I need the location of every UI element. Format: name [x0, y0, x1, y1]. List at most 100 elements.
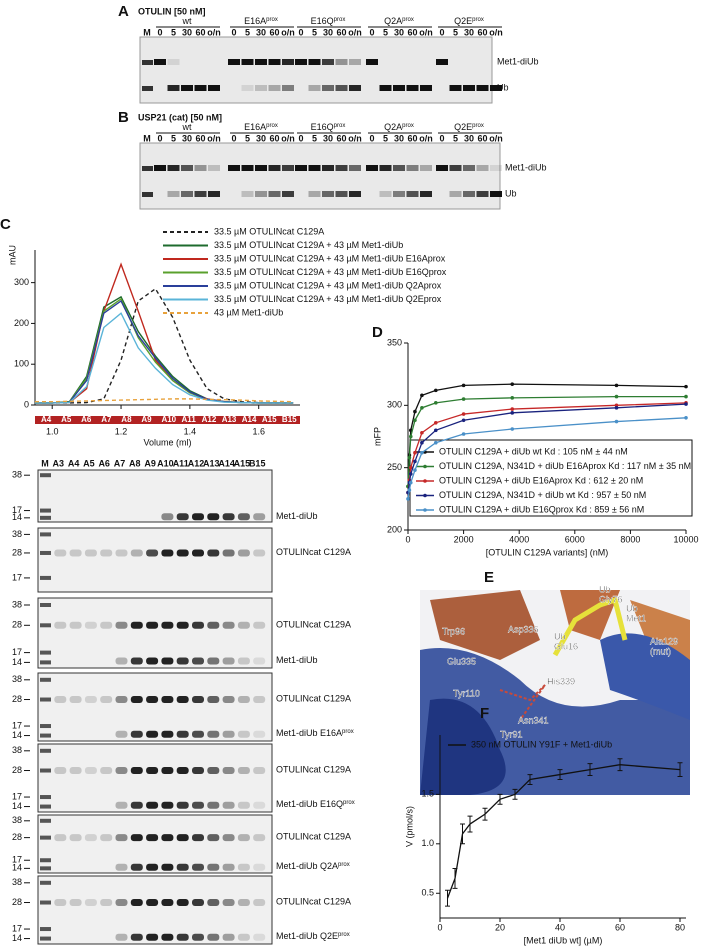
point — [434, 388, 438, 393]
band-label-sup: prox — [342, 729, 354, 735]
point — [420, 440, 424, 445]
band — [69, 621, 82, 629]
fraction-label: A14 — [242, 415, 257, 424]
band — [308, 59, 321, 65]
mw-label: 14 — [12, 933, 22, 943]
band — [207, 621, 220, 629]
x-tick-label: 20 — [495, 922, 505, 932]
y-tick-label: 0 — [24, 399, 29, 409]
gel — [37, 875, 273, 945]
marker-band — [40, 660, 51, 665]
x-tick-label: 40 — [555, 922, 565, 932]
group-label-sup: prox — [266, 123, 278, 129]
group-label: E16Qprox — [311, 122, 346, 132]
lane-label: 5 — [245, 27, 250, 37]
mw-label: 14 — [12, 512, 22, 522]
lane-label: o/n — [281, 27, 295, 37]
band — [207, 899, 220, 907]
point — [408, 480, 413, 485]
band — [237, 730, 250, 738]
point — [420, 393, 424, 398]
x-tick-label: 6000 — [565, 534, 585, 544]
x-tick-label: 1.6 — [252, 426, 265, 436]
band — [54, 834, 67, 842]
point — [420, 430, 424, 435]
x-tick-label: 4000 — [509, 534, 529, 544]
band — [161, 801, 174, 809]
mw-label: 38 — [12, 529, 22, 539]
x-tick-label: 2000 — [454, 534, 474, 544]
band — [436, 59, 448, 65]
lane-label: o/n — [281, 133, 295, 143]
band — [161, 863, 174, 871]
point — [413, 468, 417, 472]
band — [406, 85, 419, 91]
fraction-label: A13 — [222, 415, 237, 424]
orange-helix — [430, 590, 540, 660]
error-bar — [452, 868, 458, 889]
band — [207, 767, 220, 775]
band — [100, 621, 113, 629]
x-axis-label: [Met1 diUb wt] (µM) — [524, 935, 603, 945]
lane-label: A15 — [234, 458, 251, 468]
band — [154, 165, 166, 171]
group-label: Q2Aprox — [384, 16, 414, 26]
residue-label: Asp336 — [508, 624, 539, 634]
h-bonds — [499, 684, 546, 721]
group-label-sup: prox — [402, 17, 414, 23]
band — [208, 165, 220, 171]
mw-label: 38 — [12, 470, 22, 480]
band — [207, 513, 220, 521]
band-label: OTULINcat C129A — [276, 832, 351, 842]
x-tick-label: 10000 — [673, 534, 698, 544]
lane-label: 30 — [323, 27, 333, 37]
band — [115, 899, 128, 907]
band — [322, 165, 334, 171]
residue-label: Trp96 — [442, 626, 465, 636]
band — [335, 191, 348, 197]
lane-label: o/n — [207, 27, 221, 37]
mw-label: 14 — [12, 863, 22, 873]
error-bar — [445, 889, 450, 907]
band-label: Met1-diUb E16Qprox — [276, 800, 355, 810]
lane-label: 0 — [439, 27, 444, 37]
band — [176, 696, 189, 704]
error-bar — [617, 758, 623, 772]
residue-label: Ub — [626, 603, 638, 613]
band — [308, 85, 321, 91]
group-label-text: wt — [182, 16, 192, 26]
band — [222, 899, 235, 907]
residue-label: Met1 — [626, 613, 646, 623]
point — [413, 450, 417, 455]
point — [434, 440, 438, 445]
point — [614, 406, 619, 410]
lane-label: 5 — [453, 133, 458, 143]
legend-label: 43 µM Met1-diUb — [214, 307, 283, 317]
band — [335, 165, 348, 171]
group-label-text: Q2A — [384, 122, 402, 132]
mw-label: 38 — [12, 877, 22, 887]
band — [192, 730, 204, 738]
band — [268, 165, 281, 171]
band — [84, 549, 97, 557]
band — [406, 165, 419, 171]
band — [207, 933, 220, 941]
band — [393, 85, 405, 91]
panel-label: F — [480, 705, 489, 722]
band — [176, 834, 189, 842]
band-label-text: OTULINcat C129A — [276, 765, 351, 775]
lane-label: 5 — [383, 27, 388, 37]
marker-band — [142, 86, 153, 91]
group-label: E16Qprox — [311, 16, 346, 26]
band — [406, 191, 419, 197]
band — [115, 730, 128, 738]
point — [614, 419, 619, 424]
lane-label: A12 — [188, 458, 205, 468]
band — [115, 801, 128, 809]
point — [461, 412, 466, 416]
residue-label: Ala129 — [650, 636, 678, 646]
band — [476, 85, 489, 91]
mw-label: 28 — [12, 765, 22, 775]
lane-label: A14 — [218, 458, 235, 468]
marker-band — [40, 748, 51, 753]
